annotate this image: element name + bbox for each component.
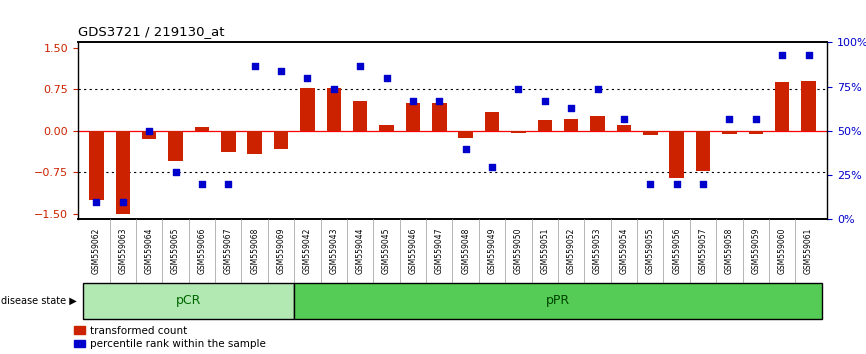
Text: GSM559055: GSM559055	[646, 227, 655, 274]
Bar	[301, 88, 314, 131]
Bar	[564, 119, 578, 131]
Text: disease state ▶: disease state ▶	[1, 296, 76, 306]
Text: GSM559064: GSM559064	[145, 227, 153, 274]
Point	[275, 68, 288, 74]
Bar	[511, 131, 526, 133]
Bar	[294, 283, 822, 319]
Text: GSM559045: GSM559045	[382, 227, 391, 274]
Bar	[274, 131, 288, 149]
Point	[142, 128, 156, 134]
Bar	[432, 103, 447, 131]
Point	[669, 181, 683, 187]
Bar	[643, 131, 657, 135]
Bar	[142, 131, 157, 139]
Text: GSM559063: GSM559063	[119, 227, 127, 274]
Point	[538, 98, 552, 104]
Text: GSM559057: GSM559057	[699, 227, 708, 274]
Point	[643, 181, 657, 187]
Text: GSM559047: GSM559047	[435, 227, 443, 274]
Bar	[591, 116, 604, 131]
Point	[379, 75, 393, 81]
Bar	[538, 120, 552, 131]
Bar	[353, 101, 367, 131]
Bar	[89, 131, 104, 200]
Text: GSM559051: GSM559051	[540, 227, 549, 274]
Point	[248, 63, 262, 69]
Bar	[485, 112, 500, 131]
Bar	[195, 127, 210, 131]
Point	[722, 116, 736, 122]
Bar	[405, 103, 420, 131]
Bar	[83, 283, 294, 319]
Bar	[458, 131, 473, 138]
Point	[89, 200, 103, 205]
Point	[116, 200, 130, 205]
Bar	[722, 131, 737, 134]
Text: GDS3721 / 219130_at: GDS3721 / 219130_at	[78, 25, 224, 38]
Point	[169, 170, 183, 175]
Text: GSM559046: GSM559046	[409, 227, 417, 274]
Point	[696, 181, 710, 187]
Point	[301, 75, 314, 81]
Bar	[617, 125, 631, 131]
Point	[749, 116, 763, 122]
Text: GSM559061: GSM559061	[804, 227, 813, 274]
Text: GSM559043: GSM559043	[329, 227, 339, 274]
Bar	[326, 88, 341, 131]
Point	[406, 98, 420, 104]
Text: GSM559048: GSM559048	[462, 227, 470, 274]
Text: GSM559044: GSM559044	[356, 227, 365, 274]
Point	[195, 181, 209, 187]
Point	[353, 63, 367, 69]
Text: GSM559065: GSM559065	[171, 227, 180, 274]
Bar	[801, 81, 816, 131]
Bar	[695, 131, 710, 171]
Text: GSM559067: GSM559067	[223, 227, 233, 274]
Point	[485, 165, 499, 170]
Point	[512, 87, 526, 92]
Point	[565, 105, 578, 110]
Text: GSM559068: GSM559068	[250, 227, 259, 274]
Text: GSM559050: GSM559050	[514, 227, 523, 274]
Text: GSM559062: GSM559062	[92, 227, 101, 274]
Bar	[379, 125, 394, 131]
Text: GSM559052: GSM559052	[566, 227, 576, 274]
Text: GSM559069: GSM559069	[276, 227, 286, 274]
Bar	[115, 131, 130, 214]
Legend: transformed count, percentile rank within the sample: transformed count, percentile rank withi…	[74, 326, 266, 349]
Point	[802, 52, 816, 57]
Text: GSM559059: GSM559059	[752, 227, 760, 274]
Text: GSM559056: GSM559056	[672, 227, 682, 274]
Point	[591, 87, 604, 92]
Text: GSM559058: GSM559058	[725, 227, 734, 274]
Point	[432, 98, 446, 104]
Bar	[748, 131, 763, 134]
Point	[222, 181, 236, 187]
Text: GSM559066: GSM559066	[197, 227, 206, 274]
Point	[617, 116, 630, 122]
Text: GSM559054: GSM559054	[619, 227, 629, 274]
Text: GSM559060: GSM559060	[778, 227, 786, 274]
Bar	[669, 131, 684, 178]
Bar	[775, 82, 790, 131]
Point	[775, 52, 789, 57]
Text: GSM559053: GSM559053	[593, 227, 602, 274]
Bar	[168, 131, 183, 161]
Bar	[248, 131, 262, 154]
Point	[326, 87, 340, 92]
Text: GSM559049: GSM559049	[488, 227, 496, 274]
Text: GSM559042: GSM559042	[303, 227, 312, 274]
Text: pPR: pPR	[546, 295, 570, 307]
Point	[459, 147, 473, 152]
Text: pCR: pCR	[176, 295, 202, 307]
Bar	[221, 131, 236, 152]
